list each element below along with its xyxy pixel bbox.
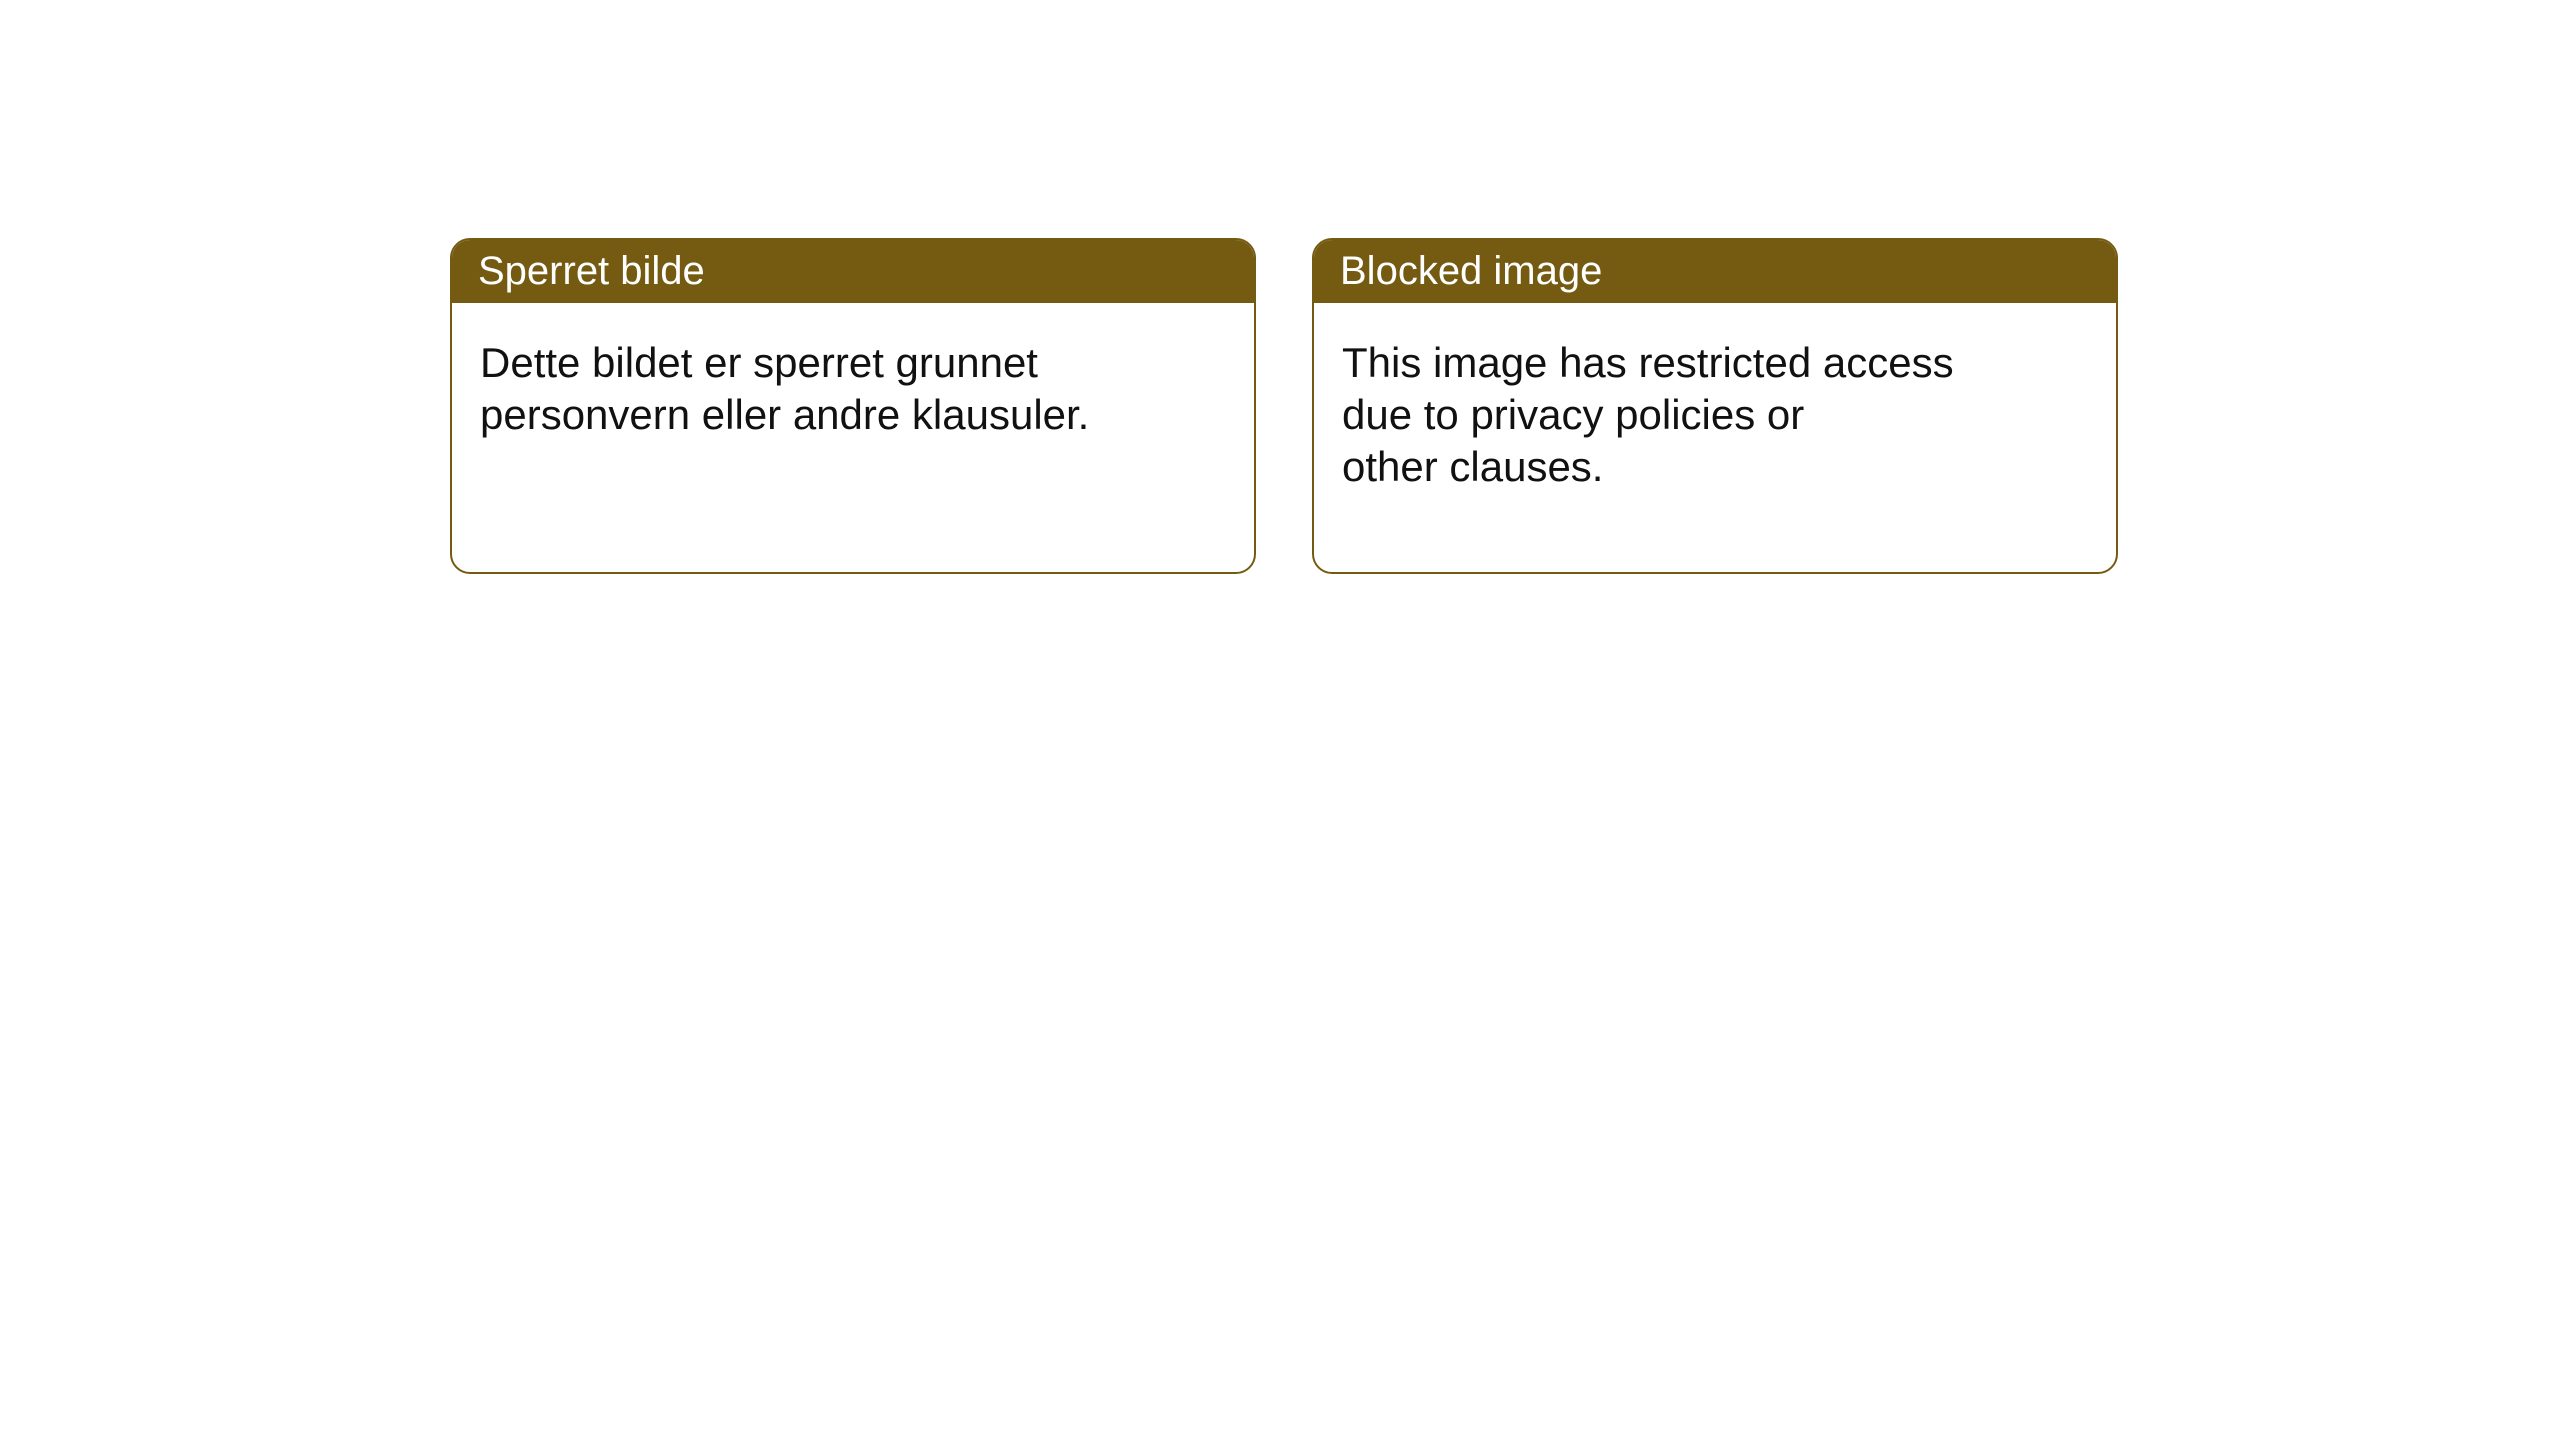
card-body-text: Dette bildet er sperret grunnet personve… bbox=[452, 303, 1254, 441]
notice-cards-row: Sperret bilde Dette bildet er sperret gr… bbox=[0, 0, 2560, 574]
blocked-image-card-en: Blocked image This image has restricted … bbox=[1312, 238, 2118, 574]
card-body-text: This image has restricted access due to … bbox=[1314, 303, 2116, 493]
card-title: Sperret bilde bbox=[452, 240, 1254, 303]
blocked-image-card-no: Sperret bilde Dette bildet er sperret gr… bbox=[450, 238, 1256, 574]
card-title: Blocked image bbox=[1314, 240, 2116, 303]
